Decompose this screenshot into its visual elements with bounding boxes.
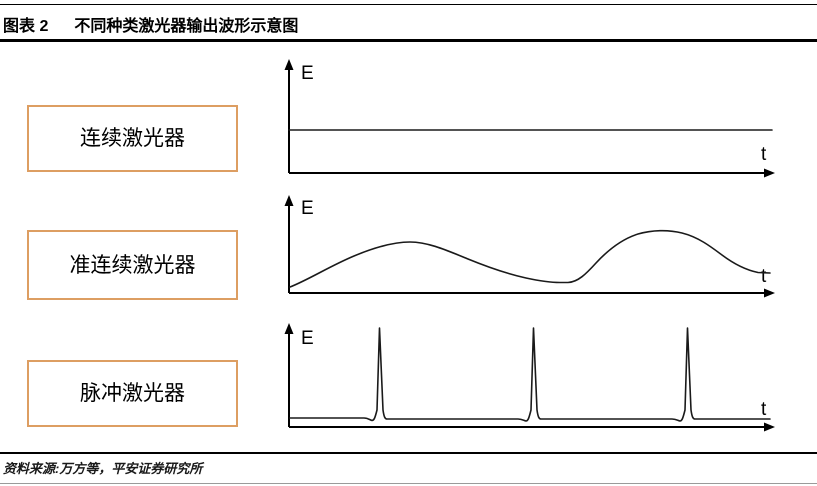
figure-number-label: 图表 2 — [3, 17, 49, 35]
y-axis-arrowhead — [284, 195, 294, 206]
figure-source-note: 资料来源:万方等，平安证券研究所 — [3, 461, 203, 476]
x-axis-label: t — [761, 266, 767, 287]
title-bottom-rule — [0, 39, 817, 42]
x-axis-arrowhead — [764, 288, 775, 298]
category-label: 准连续激光器 — [69, 253, 196, 277]
waveform-svg-quasi-continuous: E t — [284, 195, 775, 298]
category-box-quasi-continuous: 准连续激光器 — [27, 230, 238, 300]
y-axis-arrowhead — [284, 323, 294, 334]
y-axis-label: E — [301, 328, 314, 349]
x-axis-arrowhead — [764, 422, 775, 432]
category-box-continuous: 连续激光器 — [27, 105, 238, 172]
signal-path-quasi-continuous — [289, 229, 771, 288]
page-title: 不同种类激光器输出波形示意图 — [74, 17, 299, 35]
y-axis-label: E — [301, 198, 314, 219]
waveform-svg-pulsed: E t — [284, 323, 775, 432]
title-top-rule — [0, 4, 817, 5]
waveform-chart-quasi-continuous: E t — [278, 192, 788, 304]
waveform-svg-continuous: E t — [284, 59, 775, 178]
y-axis-arrowhead — [284, 59, 294, 70]
x-axis-label: t — [761, 144, 767, 165]
waveform-chart-continuous: E t — [278, 56, 788, 184]
waveform-chart-pulsed: E t — [278, 314, 788, 438]
category-label: 脉冲激光器 — [80, 382, 185, 405]
category-label: 连续激光器 — [80, 127, 185, 150]
footer-bottom-rule — [0, 483, 817, 484]
x-axis-arrowhead — [764, 168, 775, 178]
figure-title-bar: 图表 2 不同种类激光器输出波形示意图 — [0, 8, 817, 39]
y-axis-label: E — [301, 63, 314, 84]
footer-top-rule — [0, 452, 817, 454]
x-axis-label: t — [761, 399, 767, 420]
category-box-pulsed: 脉冲激光器 — [27, 360, 238, 427]
signal-path-pulsed — [289, 327, 771, 422]
